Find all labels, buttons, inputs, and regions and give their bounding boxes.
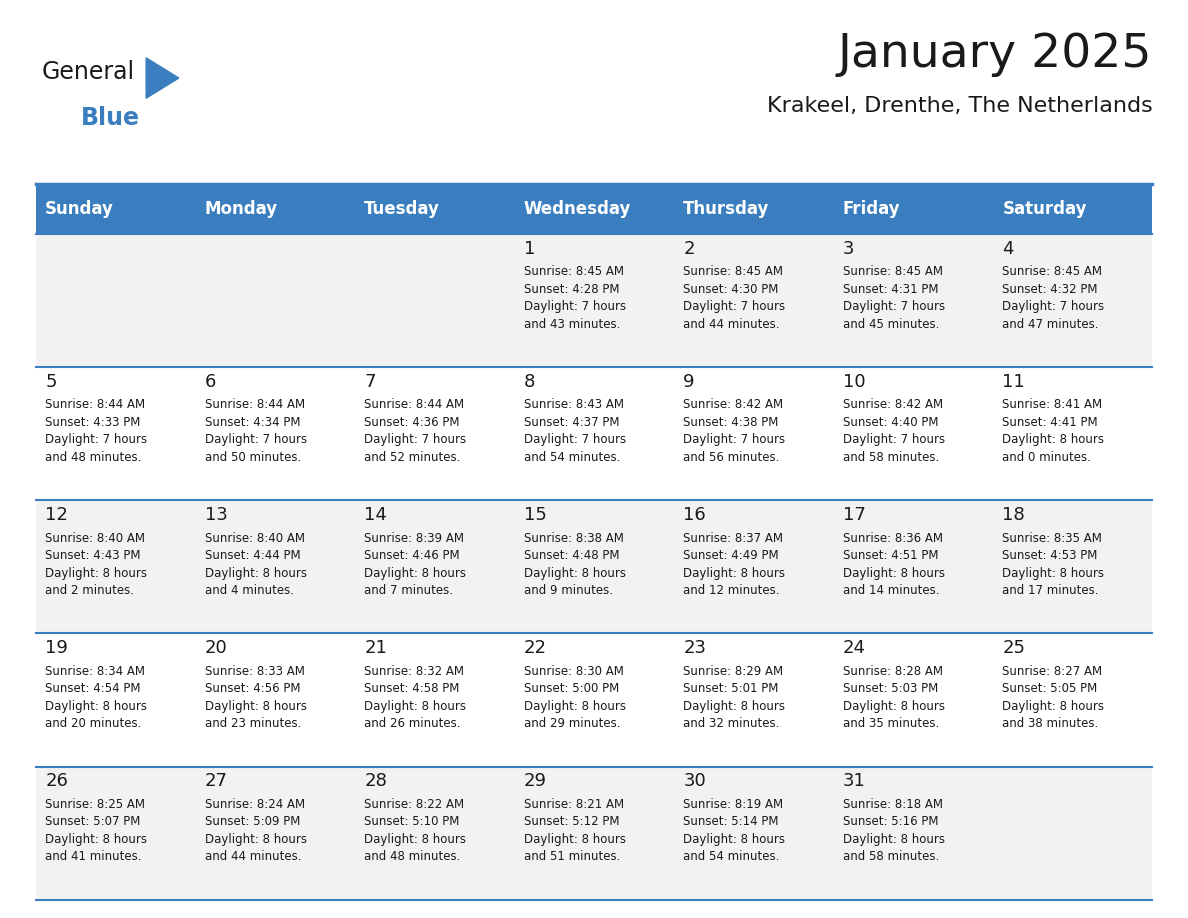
Text: Sunrise: 8:24 AM
Sunset: 5:09 PM
Daylight: 8 hours
and 44 minutes.: Sunrise: 8:24 AM Sunset: 5:09 PM Dayligh… [204,798,307,863]
Text: 24: 24 [842,639,866,657]
Text: 9: 9 [683,373,695,391]
Bar [36,184,195,234]
Text: 30: 30 [683,772,706,790]
Text: 20: 20 [204,639,227,657]
Text: Sunrise: 8:22 AM
Sunset: 5:10 PM
Daylight: 8 hours
and 48 minutes.: Sunrise: 8:22 AM Sunset: 5:10 PM Dayligh… [365,798,466,863]
Text: 5: 5 [45,373,57,391]
Text: Sunday: Sunday [45,200,114,218]
Text: Sunrise: 8:44 AM
Sunset: 4:34 PM
Daylight: 7 hours
and 50 minutes.: Sunrise: 8:44 AM Sunset: 4:34 PM Dayligh… [204,398,307,464]
Bar [514,184,674,234]
Text: 3: 3 [842,240,854,258]
Text: 26: 26 [45,772,68,790]
Text: 31: 31 [842,772,866,790]
Text: 10: 10 [842,373,865,391]
Text: Sunrise: 8:45 AM
Sunset: 4:30 PM
Daylight: 7 hours
and 44 minutes.: Sunrise: 8:45 AM Sunset: 4:30 PM Dayligh… [683,265,785,330]
Text: 12: 12 [45,506,68,524]
Text: Sunrise: 8:36 AM
Sunset: 4:51 PM
Daylight: 8 hours
and 14 minutes.: Sunrise: 8:36 AM Sunset: 4:51 PM Dayligh… [842,532,944,597]
Text: General: General [42,60,134,84]
Text: 29: 29 [524,772,546,790]
Text: Wednesday: Wednesday [524,200,631,218]
Text: Monday: Monday [204,200,278,218]
Text: 19: 19 [45,639,68,657]
Text: 16: 16 [683,506,706,524]
Bar [833,184,993,234]
Text: Sunrise: 8:42 AM
Sunset: 4:40 PM
Daylight: 7 hours
and 58 minutes.: Sunrise: 8:42 AM Sunset: 4:40 PM Dayligh… [842,398,944,464]
Text: 27: 27 [204,772,228,790]
Text: Sunrise: 8:40 AM
Sunset: 4:43 PM
Daylight: 8 hours
and 2 minutes.: Sunrise: 8:40 AM Sunset: 4:43 PM Dayligh… [45,532,147,597]
Text: Sunrise: 8:35 AM
Sunset: 4:53 PM
Daylight: 8 hours
and 17 minutes.: Sunrise: 8:35 AM Sunset: 4:53 PM Dayligh… [1003,532,1105,597]
Text: Sunrise: 8:19 AM
Sunset: 5:14 PM
Daylight: 8 hours
and 54 minutes.: Sunrise: 8:19 AM Sunset: 5:14 PM Dayligh… [683,798,785,863]
Text: Thursday: Thursday [683,200,770,218]
Text: Sunrise: 8:32 AM
Sunset: 4:58 PM
Daylight: 8 hours
and 26 minutes.: Sunrise: 8:32 AM Sunset: 4:58 PM Dayligh… [365,665,466,730]
Text: 13: 13 [204,506,228,524]
Text: Sunrise: 8:18 AM
Sunset: 5:16 PM
Daylight: 8 hours
and 58 minutes.: Sunrise: 8:18 AM Sunset: 5:16 PM Dayligh… [842,798,944,863]
Text: Saturday: Saturday [1003,200,1087,218]
Bar [36,367,1152,500]
Text: Sunrise: 8:33 AM
Sunset: 4:56 PM
Daylight: 8 hours
and 23 minutes.: Sunrise: 8:33 AM Sunset: 4:56 PM Dayligh… [204,665,307,730]
Text: Sunrise: 8:44 AM
Sunset: 4:36 PM
Daylight: 7 hours
and 52 minutes.: Sunrise: 8:44 AM Sunset: 4:36 PM Dayligh… [365,398,467,464]
Text: 28: 28 [365,772,387,790]
Text: Sunrise: 8:39 AM
Sunset: 4:46 PM
Daylight: 8 hours
and 7 minutes.: Sunrise: 8:39 AM Sunset: 4:46 PM Dayligh… [365,532,466,597]
Bar [355,184,514,234]
Text: Sunrise: 8:37 AM
Sunset: 4:49 PM
Daylight: 8 hours
and 12 minutes.: Sunrise: 8:37 AM Sunset: 4:49 PM Dayligh… [683,532,785,597]
Polygon shape [146,58,178,98]
Text: Tuesday: Tuesday [365,200,440,218]
Bar [36,500,1152,633]
Text: January 2025: January 2025 [838,32,1152,77]
Text: Sunrise: 8:42 AM
Sunset: 4:38 PM
Daylight: 7 hours
and 56 minutes.: Sunrise: 8:42 AM Sunset: 4:38 PM Dayligh… [683,398,785,464]
Text: 8: 8 [524,373,535,391]
Text: 4: 4 [1003,240,1013,258]
Text: Sunrise: 8:43 AM
Sunset: 4:37 PM
Daylight: 7 hours
and 54 minutes.: Sunrise: 8:43 AM Sunset: 4:37 PM Dayligh… [524,398,626,464]
Text: Sunrise: 8:44 AM
Sunset: 4:33 PM
Daylight: 7 hours
and 48 minutes.: Sunrise: 8:44 AM Sunset: 4:33 PM Dayligh… [45,398,147,464]
Text: Sunrise: 8:34 AM
Sunset: 4:54 PM
Daylight: 8 hours
and 20 minutes.: Sunrise: 8:34 AM Sunset: 4:54 PM Dayligh… [45,665,147,730]
Text: Sunrise: 8:29 AM
Sunset: 5:01 PM
Daylight: 8 hours
and 32 minutes.: Sunrise: 8:29 AM Sunset: 5:01 PM Dayligh… [683,665,785,730]
Text: Friday: Friday [842,200,901,218]
Bar [36,767,1152,900]
Bar [195,184,355,234]
Bar [36,633,1152,767]
Text: 18: 18 [1003,506,1025,524]
Text: Sunrise: 8:45 AM
Sunset: 4:28 PM
Daylight: 7 hours
and 43 minutes.: Sunrise: 8:45 AM Sunset: 4:28 PM Dayligh… [524,265,626,330]
Text: 1: 1 [524,240,535,258]
Text: 22: 22 [524,639,546,657]
Bar [993,184,1152,234]
Text: Blue: Blue [81,106,140,129]
Text: 23: 23 [683,639,707,657]
Text: Sunrise: 8:25 AM
Sunset: 5:07 PM
Daylight: 8 hours
and 41 minutes.: Sunrise: 8:25 AM Sunset: 5:07 PM Dayligh… [45,798,147,863]
Text: Sunrise: 8:30 AM
Sunset: 5:00 PM
Daylight: 8 hours
and 29 minutes.: Sunrise: 8:30 AM Sunset: 5:00 PM Dayligh… [524,665,626,730]
Text: 7: 7 [365,373,375,391]
Text: Sunrise: 8:38 AM
Sunset: 4:48 PM
Daylight: 8 hours
and 9 minutes.: Sunrise: 8:38 AM Sunset: 4:48 PM Dayligh… [524,532,626,597]
Text: Sunrise: 8:27 AM
Sunset: 5:05 PM
Daylight: 8 hours
and 38 minutes.: Sunrise: 8:27 AM Sunset: 5:05 PM Dayligh… [1003,665,1105,730]
Text: 17: 17 [842,506,866,524]
Text: Sunrise: 8:21 AM
Sunset: 5:12 PM
Daylight: 8 hours
and 51 minutes.: Sunrise: 8:21 AM Sunset: 5:12 PM Dayligh… [524,798,626,863]
Text: 6: 6 [204,373,216,391]
Text: 14: 14 [365,506,387,524]
Bar [36,234,1152,367]
Text: 21: 21 [365,639,387,657]
Text: 2: 2 [683,240,695,258]
Text: 15: 15 [524,506,546,524]
Text: Sunrise: 8:40 AM
Sunset: 4:44 PM
Daylight: 8 hours
and 4 minutes.: Sunrise: 8:40 AM Sunset: 4:44 PM Dayligh… [204,532,307,597]
Text: Sunrise: 8:28 AM
Sunset: 5:03 PM
Daylight: 8 hours
and 35 minutes.: Sunrise: 8:28 AM Sunset: 5:03 PM Dayligh… [842,665,944,730]
Text: Krakeel, Drenthe, The Netherlands: Krakeel, Drenthe, The Netherlands [766,96,1152,117]
Text: Sunrise: 8:45 AM
Sunset: 4:32 PM
Daylight: 7 hours
and 47 minutes.: Sunrise: 8:45 AM Sunset: 4:32 PM Dayligh… [1003,265,1105,330]
Bar [674,184,833,234]
Text: Sunrise: 8:41 AM
Sunset: 4:41 PM
Daylight: 8 hours
and 0 minutes.: Sunrise: 8:41 AM Sunset: 4:41 PM Dayligh… [1003,398,1105,464]
Text: 25: 25 [1003,639,1025,657]
Text: Sunrise: 8:45 AM
Sunset: 4:31 PM
Daylight: 7 hours
and 45 minutes.: Sunrise: 8:45 AM Sunset: 4:31 PM Dayligh… [842,265,944,330]
Text: 11: 11 [1003,373,1025,391]
